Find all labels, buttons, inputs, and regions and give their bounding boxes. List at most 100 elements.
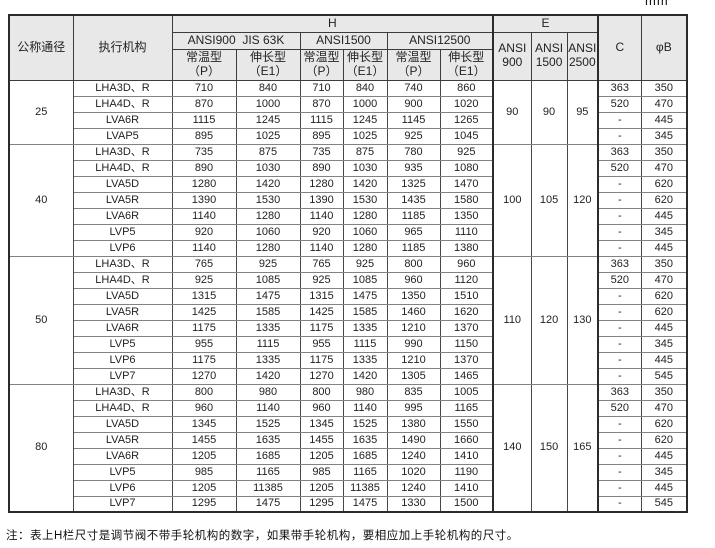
h-value-cell: 1380	[439, 239, 494, 257]
b-value-cell: 620	[640, 191, 688, 209]
h-value-cell: 1620	[439, 303, 494, 321]
h-value-cell: 1140	[235, 399, 301, 417]
c-value-cell: -	[597, 287, 642, 305]
h-value-cell: 1425	[171, 303, 237, 321]
h-value-cell: 1150	[439, 335, 494, 353]
table-row: LVA6R 1140 1280 1140 1280 1185 1350-445	[9, 207, 688, 225]
h-value-cell: 1585	[235, 303, 301, 321]
h-value-cell: 920	[299, 223, 344, 241]
h-value-cell: 935	[386, 159, 441, 177]
b-value-cell: 350	[640, 143, 688, 161]
h-value-cell: 955	[171, 335, 237, 353]
header-ext-type: 伸长型 （E1）	[439, 48, 494, 81]
h-value-cell: 980	[235, 383, 301, 401]
h-value-cell: 895	[171, 127, 237, 145]
h-value-cell: 1295	[171, 495, 237, 513]
table-body: 25 LHA3D、R 710 840 710 840 740 860 90 90 95 363 350 L…	[8, 79, 688, 513]
b-value-cell: 445	[640, 239, 688, 257]
h-value-cell: 1205	[171, 447, 237, 465]
b-value-cell: 345	[640, 463, 688, 481]
h-value-cell: 1550	[439, 415, 494, 433]
h-value-cell: 925	[171, 271, 237, 289]
h-value-cell: 1280	[299, 175, 344, 193]
h-value-cell: 1530	[342, 191, 388, 209]
b-value-cell: 470	[640, 271, 688, 289]
c-value-cell: -	[597, 319, 642, 337]
table-row: LVA6R 1175 1335 1175 1335 1210 1370-445	[9, 319, 688, 337]
h-value-cell: 735	[299, 143, 344, 161]
b-value-cell: 445	[640, 207, 688, 225]
h-value-cell: 1185	[386, 207, 441, 225]
h-value-cell: 1115	[235, 335, 301, 353]
table-row: LHA4D、R 925 1085 925 1085 960 1120 520 470	[9, 271, 688, 289]
e-value-cell: 150	[530, 383, 568, 513]
actuator-cell: LHA4D、R	[72, 159, 173, 177]
h-value-cell: 1350	[439, 207, 494, 225]
b-value-cell: 620	[640, 303, 688, 321]
h-value-cell: 1005	[439, 383, 494, 401]
c-value-cell: 363	[597, 143, 642, 161]
actuator-cell: LHA3D、R	[72, 383, 173, 401]
c-value-cell: 520	[597, 95, 642, 113]
actuator-cell: LVA5R	[72, 431, 173, 449]
c-value-cell: -	[597, 463, 642, 481]
h-value-cell: 960	[439, 255, 494, 273]
h-value-cell: 1270	[299, 367, 344, 385]
c-value-cell: -	[597, 479, 642, 497]
b-value-cell: 620	[640, 175, 688, 193]
h-value-cell: 1345	[171, 415, 237, 433]
h-value-cell: 1465	[439, 367, 494, 385]
header-temp-type: 常温型 （P）	[171, 48, 237, 81]
b-value-cell: 445	[640, 479, 688, 497]
h-value-cell: 1210	[386, 351, 441, 369]
h-value-cell: 1330	[386, 495, 441, 513]
h-value-cell: 1280	[342, 207, 388, 225]
c-value-cell: -	[597, 351, 642, 369]
e-value-cell: 110	[492, 255, 532, 385]
h-value-cell: 800	[299, 383, 344, 401]
header-phi-b: φB	[640, 14, 688, 81]
header-e-ansi1500: ANSI 1500	[530, 31, 568, 81]
h-value-cell: 1350	[386, 287, 441, 305]
h-value-cell: 1045	[439, 127, 494, 145]
h-value-cell: 840	[235, 79, 301, 97]
h-value-cell: 800	[386, 255, 441, 273]
h-value-cell: 925	[235, 255, 301, 273]
actuator-cell: LHA3D、R	[72, 79, 173, 97]
actuator-cell: LVA6R	[72, 207, 173, 225]
h-value-cell: 1335	[342, 351, 388, 369]
h-value-cell: 890	[171, 159, 237, 177]
h-value-cell: 925	[386, 127, 441, 145]
h-value-cell: 710	[299, 79, 344, 97]
h-value-cell: 1530	[235, 191, 301, 209]
e-value-cell: 140	[492, 383, 532, 513]
table-row: LVP5 985 1165 985 1165 1020 1190-345	[9, 463, 688, 481]
diameter-cell: 25	[8, 79, 74, 145]
h-value-cell: 1060	[235, 223, 301, 241]
header-ext-type: 伸长型 （E1）	[342, 48, 388, 81]
h-value-cell: 1335	[235, 351, 301, 369]
e-value-cell: 120	[530, 255, 568, 385]
table-row: LVA6R 1205 1685 1205 1685 1240 1410-445	[9, 447, 688, 465]
h-value-cell: 960	[386, 271, 441, 289]
header-diameter: 公称通径	[8, 14, 74, 81]
header-row-2: ANSI900 JIS 63K ANSI1500 ANSI12500 ANSI …	[9, 31, 687, 81]
table-row: 50 LHA3D、R 765 925 765 925 800 960 110 120 130 363 3…	[8, 255, 688, 385]
h-value-cell: 1635	[342, 431, 388, 449]
c-value-cell: -	[597, 191, 642, 209]
e-value-cell: 130	[566, 255, 599, 385]
h-value-cell: 1280	[235, 239, 301, 257]
h-value-cell: 1370	[439, 351, 494, 369]
h-value-cell: 1635	[235, 431, 301, 449]
h-value-cell: 1425	[299, 303, 344, 321]
h-value-cell: 980	[342, 383, 388, 401]
actuator-cell: LVP6	[72, 239, 173, 257]
h-value-cell: 1270	[171, 367, 237, 385]
h-value-cell: 1345	[299, 415, 344, 433]
c-value-cell: 520	[597, 159, 642, 177]
h-value-cell: 1265	[439, 111, 494, 129]
h-value-cell: 955	[299, 335, 344, 353]
b-value-cell: 470	[640, 95, 688, 113]
h-value-cell: 965	[386, 223, 441, 241]
header-row-1: 公称通径 执行机构 H E C φB	[8, 14, 688, 81]
